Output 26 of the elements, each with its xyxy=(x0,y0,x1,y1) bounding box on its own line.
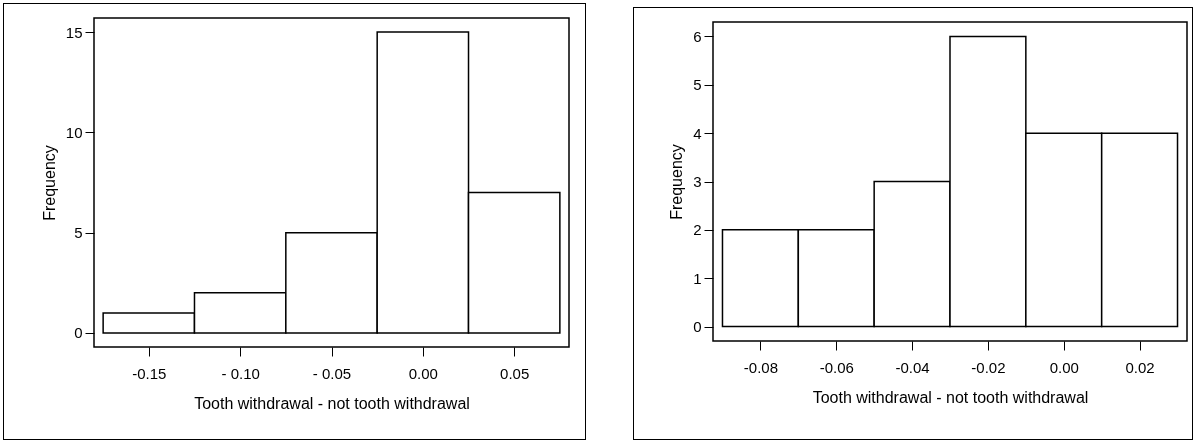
x-tick-label: -0.02 xyxy=(971,358,1006,376)
y-tick-label: 5 xyxy=(74,224,83,242)
x-tick-label: 0.05 xyxy=(500,364,530,382)
x-tick-label: - 0.10 xyxy=(221,364,260,382)
x-tick-label: 0.00 xyxy=(1049,358,1079,376)
y-tick-label: 3 xyxy=(693,173,702,190)
x-axis-title: Tooth withdrawal - not tooth withdrawal xyxy=(812,388,1089,406)
x-tick-label: -0.08 xyxy=(743,358,778,376)
x-tick-label: 0.00 xyxy=(408,364,438,382)
y-axis-title: Frequency xyxy=(40,145,58,221)
x-tick-label: -0.04 xyxy=(895,358,930,376)
y-tick-label: 0 xyxy=(693,318,702,335)
x-tick-label: - 0.05 xyxy=(312,364,352,382)
x-tick-label: -0.06 xyxy=(819,358,854,376)
y-tick-label: 0 xyxy=(74,324,83,342)
y-tick-label: 10 xyxy=(65,123,83,141)
y-tick-label: 1 xyxy=(693,269,702,287)
y-axis-title: Frequency xyxy=(668,144,686,220)
y-tick-label: 15 xyxy=(65,23,83,41)
x-tick-label: 0.02 xyxy=(1125,358,1155,376)
y-tick-label: 5 xyxy=(693,76,702,94)
y-tick-label: 6 xyxy=(693,28,702,45)
y-tick-label: 2 xyxy=(693,221,702,239)
x-tick-label: -0.15 xyxy=(132,364,167,382)
x-axis-title: Tooth withdrawal - not tooth withdrawal xyxy=(194,394,470,412)
y-tick-label: 4 xyxy=(693,124,702,142)
